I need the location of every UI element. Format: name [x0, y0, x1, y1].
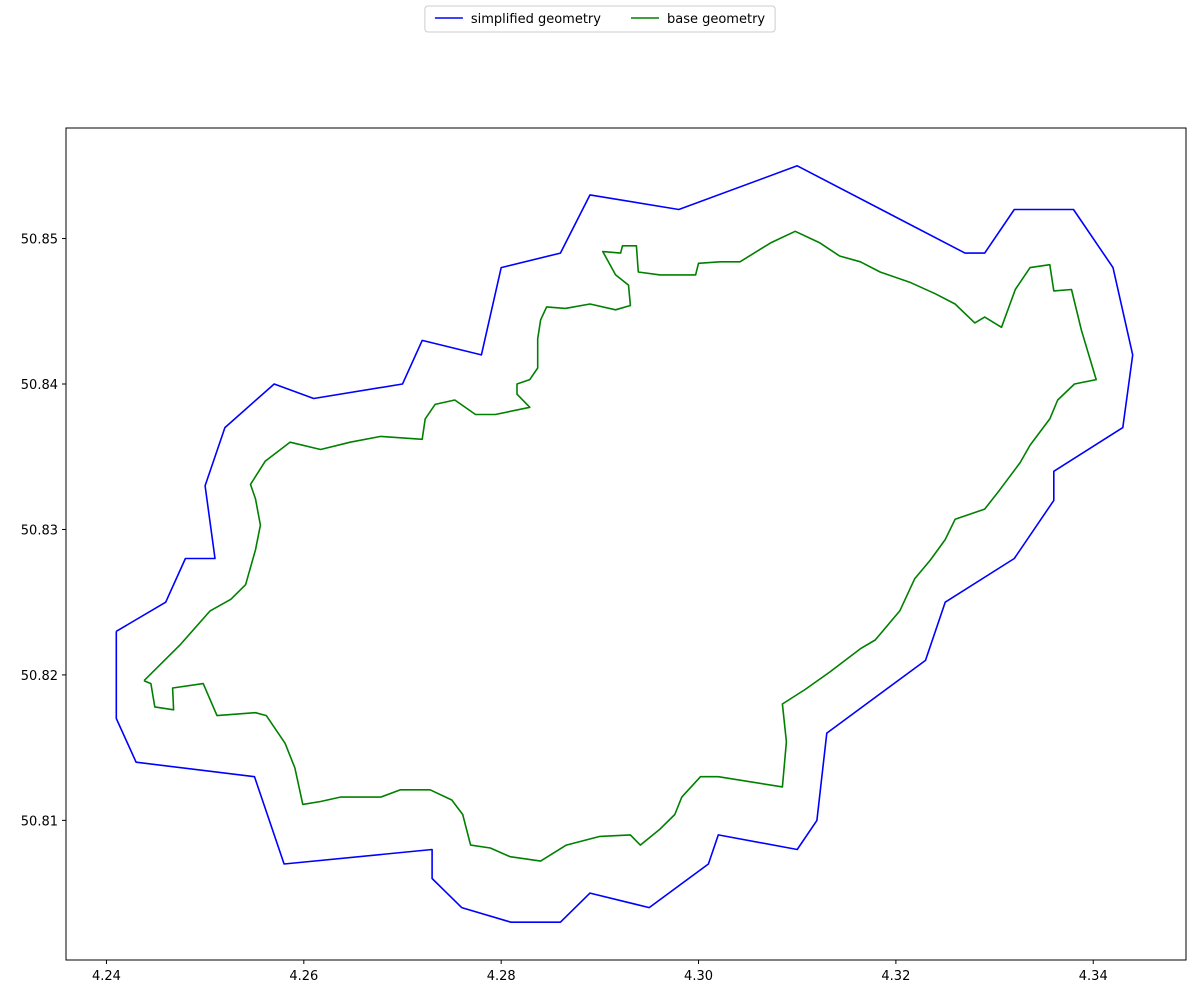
- x-tick-label: 4.34: [1079, 969, 1108, 984]
- y-tick-label: 50.82: [21, 669, 58, 684]
- y-tick-label: 50.85: [21, 233, 58, 248]
- x-tick-label: 4.24: [92, 969, 121, 984]
- x-tick-label: 4.32: [881, 969, 910, 984]
- legend-label: simplified geometry: [471, 12, 601, 27]
- legend: simplified geometry base geometry: [424, 5, 776, 33]
- y-tick-label: 50.83: [21, 523, 58, 538]
- series-line: [143, 230, 1097, 862]
- plot-area: [66, 128, 1186, 960]
- x-tick-label: 4.30: [684, 969, 713, 984]
- series-line: [115, 165, 1134, 923]
- legend-label: base geometry: [667, 12, 765, 27]
- y-tick-label: 50.81: [21, 814, 58, 829]
- plot-frame: [65, 127, 1187, 961]
- y-tick-label: 50.84: [21, 378, 58, 393]
- x-tick-label: 4.28: [487, 969, 516, 984]
- legend-box: [424, 5, 776, 33]
- x-tick-label: 4.26: [289, 969, 318, 984]
